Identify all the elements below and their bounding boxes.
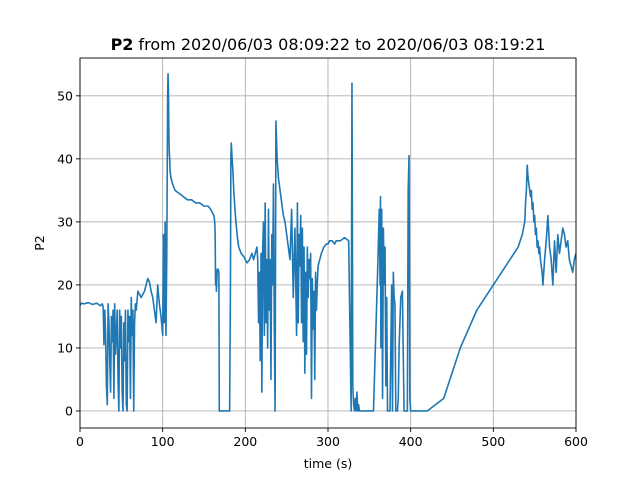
chart-title-bold: P2 bbox=[111, 35, 134, 54]
y-tick-label: 40 bbox=[57, 151, 73, 166]
x-axis-label: time (s) bbox=[304, 456, 352, 471]
x-tick-label: 200 bbox=[233, 434, 257, 449]
x-tick-label: 300 bbox=[316, 434, 340, 449]
y-tick-label: 0 bbox=[65, 403, 73, 418]
y-tick-label: 10 bbox=[57, 340, 73, 355]
y-tick-label: 50 bbox=[57, 88, 73, 103]
y-axis: 0 10 20 30 40 50 bbox=[57, 88, 80, 418]
y-tick-label: 30 bbox=[57, 214, 73, 229]
chart-title-rest: from 2020/06/03 08:09:22 to 2020/06/03 0… bbox=[133, 35, 545, 54]
x-tick-label: 400 bbox=[399, 434, 423, 449]
y-tick-label: 20 bbox=[57, 277, 73, 292]
series-line-p2 bbox=[80, 72, 576, 412]
y-axis-label: P2 bbox=[32, 235, 47, 251]
x-axis: 0 100 200 300 400 500 600 bbox=[76, 428, 588, 449]
x-tick-label: 500 bbox=[481, 434, 505, 449]
x-tick-label: 100 bbox=[151, 434, 175, 449]
chart-title: P2 from 2020/06/03 08:09:22 to 2020/06/0… bbox=[111, 35, 546, 54]
x-tick-label: 0 bbox=[76, 434, 84, 449]
x-tick-label: 600 bbox=[564, 434, 588, 449]
